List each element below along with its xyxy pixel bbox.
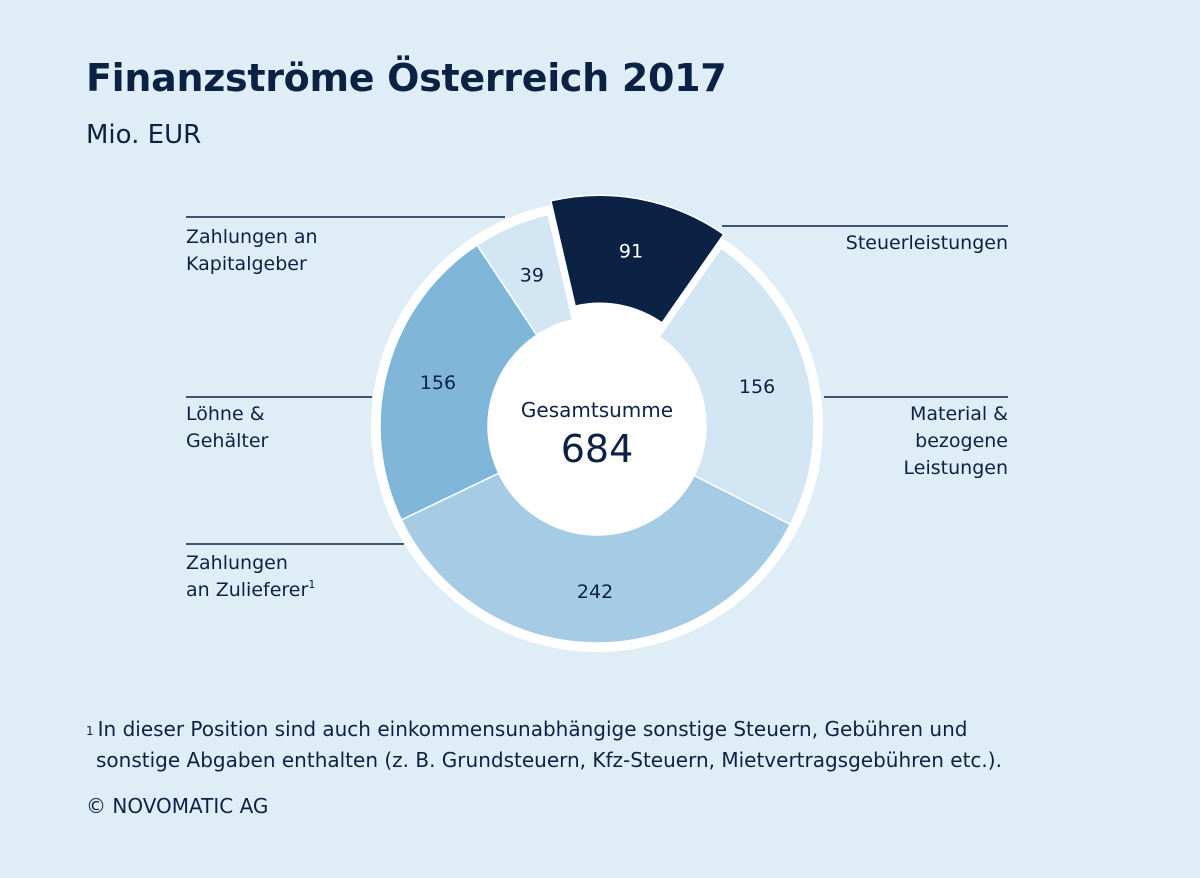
chart-subtitle: Mio. EUR [86,120,202,150]
footnote: 1 In dieser Position sind auch einkommens… [86,714,1086,776]
slice-value-label-1: 156 [739,376,775,398]
category-label-2: Zahlungen an Zulieferer1 [186,552,315,601]
category-label-sup: 1 [308,578,315,591]
category-label-0: Steuerleistungen [846,232,1008,254]
footnote-line-1: In dieser Position sind auch einkommensu… [97,717,968,741]
donut-slice-4 [476,213,574,337]
footnote-marker: 1 [86,724,94,738]
slice-value-label-0: 91 [619,240,643,262]
footnote-line-2: sonstige Abgaben enthalten (z. B. Grunds… [96,748,1002,772]
category-label-1: Material & bezogene Leistungen [904,403,1009,479]
slice-value-label-4: 39 [520,264,544,286]
category-labels: 91 Steuerleistungen 156 Material & bezogene L… [186,226,1008,603]
category-label-3: Löhne & Gehälter [186,403,269,452]
chart-title: Finanzströme Österreich 2017 [86,56,727,100]
donut-center [488,317,706,535]
copyright: © NOVOMATIC AG [86,794,269,818]
category-label-4: Zahlungen an Kapitalgeber [186,226,318,275]
leader-lines [186,216,1008,545]
donut-slice-0 [549,194,725,324]
center-label: Gesamtsumme [521,398,673,422]
slice-value-label-3: 156 [420,372,456,394]
center-total: 684 [561,427,634,471]
slice-value-label-2: 242 [577,581,613,603]
